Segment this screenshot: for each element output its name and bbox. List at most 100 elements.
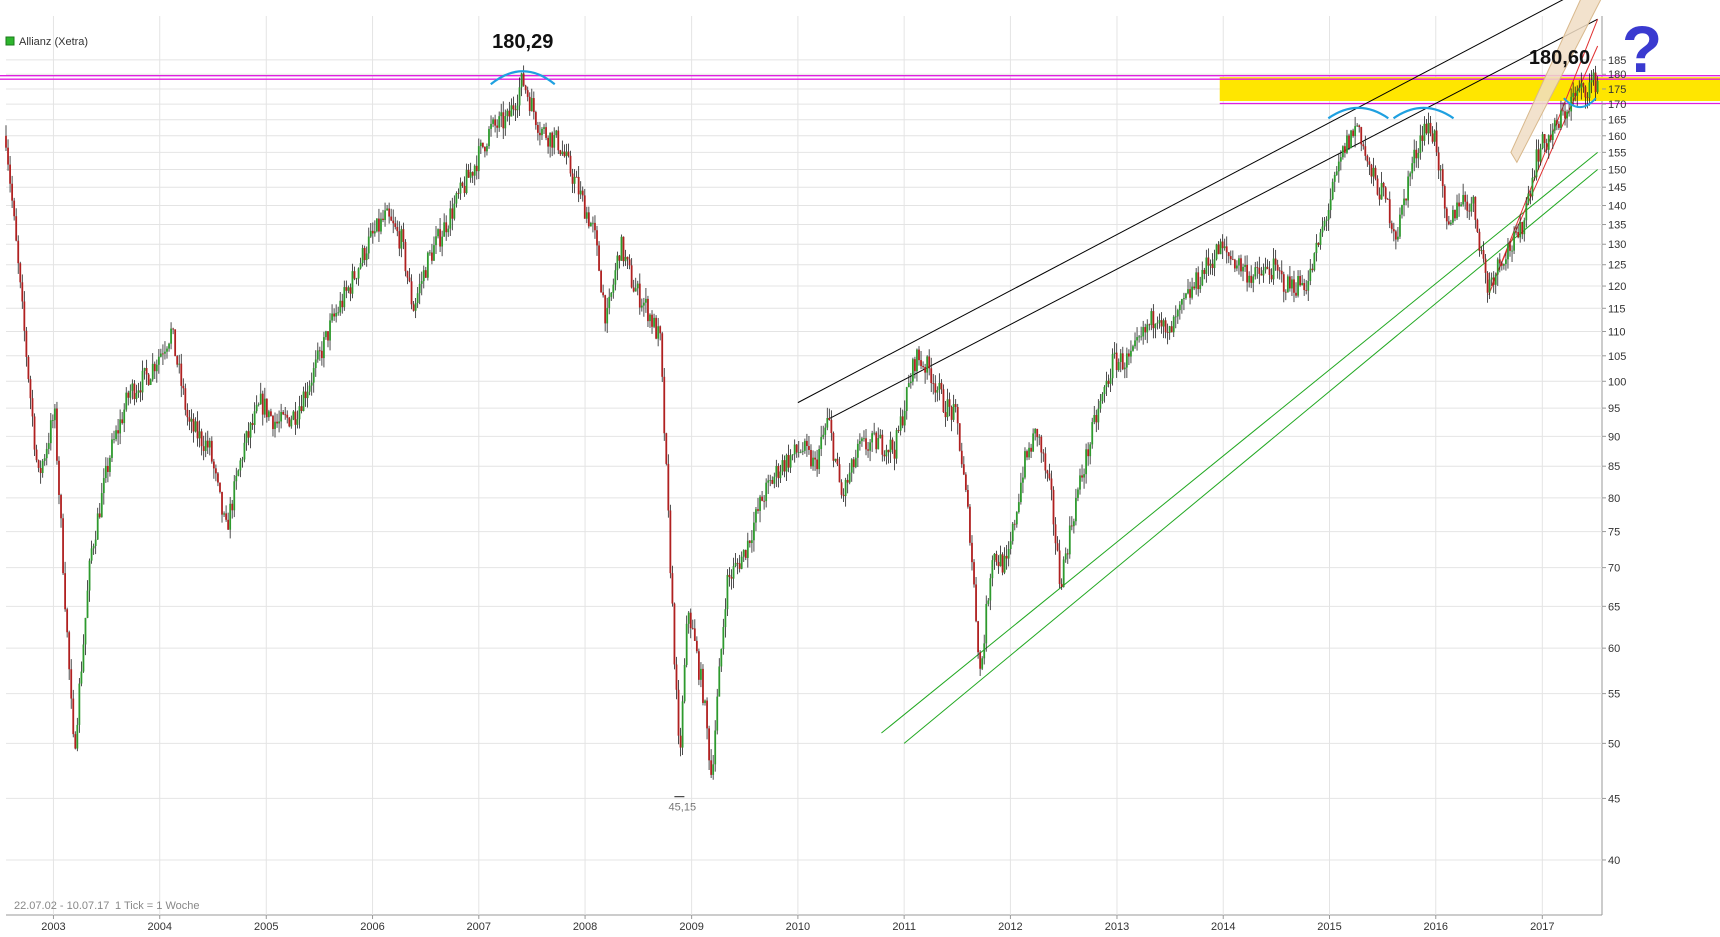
candle-body (724, 609, 727, 628)
candle-body (1032, 433, 1035, 452)
candle-body (775, 465, 778, 477)
candle-body (1341, 146, 1344, 158)
candle-body (975, 584, 977, 622)
candle-body (404, 241, 407, 272)
candle-body (1146, 324, 1149, 333)
candle-body (1445, 208, 1448, 222)
candle-body (679, 735, 682, 748)
candle-body (282, 412, 285, 415)
candle-body (636, 283, 639, 289)
candle-body (1297, 276, 1299, 296)
candle-body (824, 427, 827, 435)
candle-body (247, 431, 250, 438)
candle-body (1185, 293, 1187, 299)
candle-body (443, 222, 446, 237)
candle-body (371, 230, 374, 234)
candle-body (82, 644, 85, 672)
candle-body (1307, 281, 1310, 291)
candle-body (1321, 226, 1324, 233)
candle-body (826, 417, 829, 428)
candle-body (233, 481, 236, 511)
candle-body (832, 432, 835, 461)
candle-body (779, 471, 782, 479)
candle-body (899, 416, 902, 431)
candle-body (942, 389, 945, 413)
candle-body (43, 458, 46, 461)
candle-body (1551, 130, 1554, 141)
candle-body (1429, 122, 1432, 134)
candle-body (416, 293, 419, 303)
candle-body (924, 367, 927, 373)
candle-body (1221, 241, 1224, 249)
candle-body (557, 130, 560, 151)
candle-body (86, 590, 89, 618)
candle-body (1026, 451, 1028, 458)
candle-body (649, 314, 651, 322)
candle-body (934, 383, 937, 393)
candle-body (861, 438, 863, 442)
candle-body (1443, 186, 1446, 209)
candle-body (1293, 279, 1295, 293)
candle-body (624, 256, 627, 262)
candle-body (702, 668, 704, 703)
candle-body (347, 287, 350, 291)
candle-body (180, 363, 183, 386)
candle-body (1085, 449, 1088, 475)
candle-body (820, 437, 823, 450)
candle-body (1484, 258, 1487, 273)
candle-body (885, 449, 888, 457)
candle-body (133, 383, 136, 399)
candle-body (1390, 223, 1393, 230)
candle-body (750, 540, 753, 544)
candle-body (1064, 553, 1067, 560)
candle-body (938, 382, 941, 391)
candle-body (785, 454, 788, 472)
candle-body (1515, 231, 1518, 233)
candle-body (1282, 274, 1285, 292)
candle-body (1509, 244, 1511, 251)
candle-body (484, 146, 486, 152)
candle-body (21, 282, 24, 302)
candle-body (695, 640, 698, 652)
candle-body (337, 312, 340, 314)
candle-body (131, 383, 134, 391)
candle-body (1590, 80, 1593, 83)
candle-body (1311, 268, 1314, 271)
candle-body (176, 356, 179, 365)
candle-body (685, 623, 688, 665)
candle-body (1295, 292, 1297, 296)
candle-body (1454, 209, 1456, 219)
candle-body (194, 421, 197, 432)
candle-body (1197, 272, 1200, 290)
candle-body (457, 193, 460, 194)
candle-body (153, 363, 156, 372)
candle-body (767, 480, 770, 483)
candle-body (115, 430, 117, 440)
candle-body (1576, 90, 1579, 96)
candle-body (993, 553, 996, 561)
candle-body (98, 513, 101, 518)
candle-body (1547, 135, 1550, 150)
candle-body (773, 476, 776, 484)
candle-body (781, 460, 784, 472)
candle-body (178, 363, 181, 365)
candle-body (363, 247, 366, 261)
y-tick-label: 125 (1608, 260, 1626, 272)
candle-body (1089, 444, 1092, 457)
candle-body (186, 409, 189, 418)
candle-body (960, 450, 963, 465)
candle-body (274, 421, 276, 430)
candle-body (989, 578, 992, 601)
candle-body (1079, 475, 1081, 490)
candle-body (1411, 163, 1414, 174)
candle-body (638, 283, 641, 308)
candle-body (314, 359, 317, 369)
candle-body (111, 439, 113, 458)
candle-body (1244, 264, 1246, 267)
candle-body (512, 105, 515, 110)
candle-body (1325, 219, 1328, 221)
candle-body (940, 382, 943, 390)
pattern-arcs (490, 0, 1602, 798)
candle-body (1048, 473, 1051, 479)
